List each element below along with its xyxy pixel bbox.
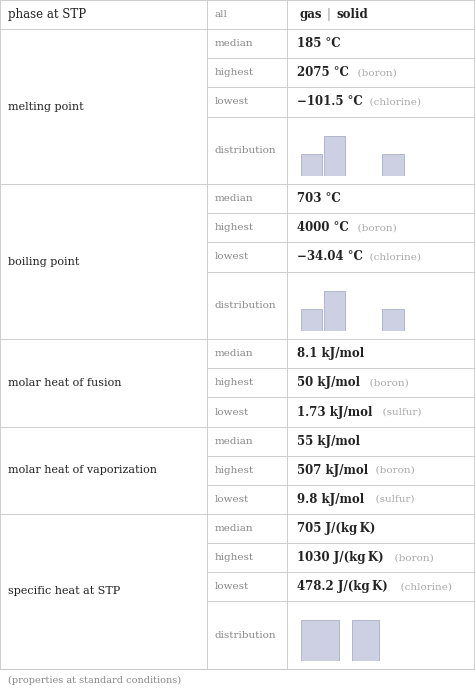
Text: 55 kJ/mol: 55 kJ/mol xyxy=(297,435,361,448)
Text: median: median xyxy=(215,524,253,533)
Text: distribution: distribution xyxy=(215,301,276,310)
Text: median: median xyxy=(215,39,253,48)
Text: 1.73 kJ/mol: 1.73 kJ/mol xyxy=(297,406,373,419)
Text: (sulfur): (sulfur) xyxy=(376,408,421,417)
Text: (chlorine): (chlorine) xyxy=(394,583,452,591)
Text: median: median xyxy=(215,349,253,358)
Text: molar heat of fusion: molar heat of fusion xyxy=(8,378,122,388)
Text: median: median xyxy=(215,194,253,203)
Text: distribution: distribution xyxy=(215,631,276,640)
Text: (boron): (boron) xyxy=(388,553,434,562)
Text: highest: highest xyxy=(215,379,254,388)
Text: lowest: lowest xyxy=(215,252,249,261)
Text: −34.04 °C: −34.04 °C xyxy=(297,251,363,263)
Text: 1030 J/(kg K): 1030 J/(kg K) xyxy=(297,551,384,564)
Text: solid: solid xyxy=(336,8,368,21)
Text: 2075 °C: 2075 °C xyxy=(297,66,349,79)
Text: 705 J/(kg K): 705 J/(kg K) xyxy=(297,522,376,535)
Text: molar heat of vaporization: molar heat of vaporization xyxy=(8,465,157,475)
Text: 703 °C: 703 °C xyxy=(297,192,341,205)
Text: (chlorine): (chlorine) xyxy=(363,252,421,261)
Text: 185 °C: 185 °C xyxy=(297,37,341,50)
Text: highest: highest xyxy=(215,68,254,77)
Text: (properties at standard conditions): (properties at standard conditions) xyxy=(8,675,181,685)
Text: lowest: lowest xyxy=(215,408,249,417)
Text: lowest: lowest xyxy=(215,495,249,504)
Text: |: | xyxy=(326,8,330,21)
Text: 8.1 kJ/mol: 8.1 kJ/mol xyxy=(297,348,364,360)
Text: lowest: lowest xyxy=(215,97,249,106)
Text: 4000 °C: 4000 °C xyxy=(297,221,349,234)
Text: (boron): (boron) xyxy=(370,466,415,475)
Text: highest: highest xyxy=(215,223,254,232)
Text: all: all xyxy=(215,10,228,19)
Text: (sulfur): (sulfur) xyxy=(370,495,415,504)
Text: (boron): (boron) xyxy=(363,379,409,388)
Text: phase at STP: phase at STP xyxy=(8,8,86,21)
Text: 50 kJ/mol: 50 kJ/mol xyxy=(297,377,361,390)
Text: boiling point: boiling point xyxy=(8,256,79,267)
Text: 507 kJ/mol: 507 kJ/mol xyxy=(297,464,369,477)
Text: (boron): (boron) xyxy=(351,223,397,232)
Text: 9.8 kJ/mol: 9.8 kJ/mol xyxy=(297,493,364,506)
Text: distribution: distribution xyxy=(215,146,276,155)
Text: specific heat at STP: specific heat at STP xyxy=(8,587,120,596)
Text: lowest: lowest xyxy=(215,583,249,591)
Text: highest: highest xyxy=(215,553,254,562)
Text: median: median xyxy=(215,437,253,446)
Text: melting point: melting point xyxy=(8,102,84,112)
Text: highest: highest xyxy=(215,466,254,475)
Text: −101.5 °C: −101.5 °C xyxy=(297,95,363,108)
Text: gas: gas xyxy=(299,8,322,21)
Text: 478.2 J/(kg K): 478.2 J/(kg K) xyxy=(297,580,388,594)
Text: (boron): (boron) xyxy=(351,68,397,77)
Text: (chlorine): (chlorine) xyxy=(363,97,421,106)
